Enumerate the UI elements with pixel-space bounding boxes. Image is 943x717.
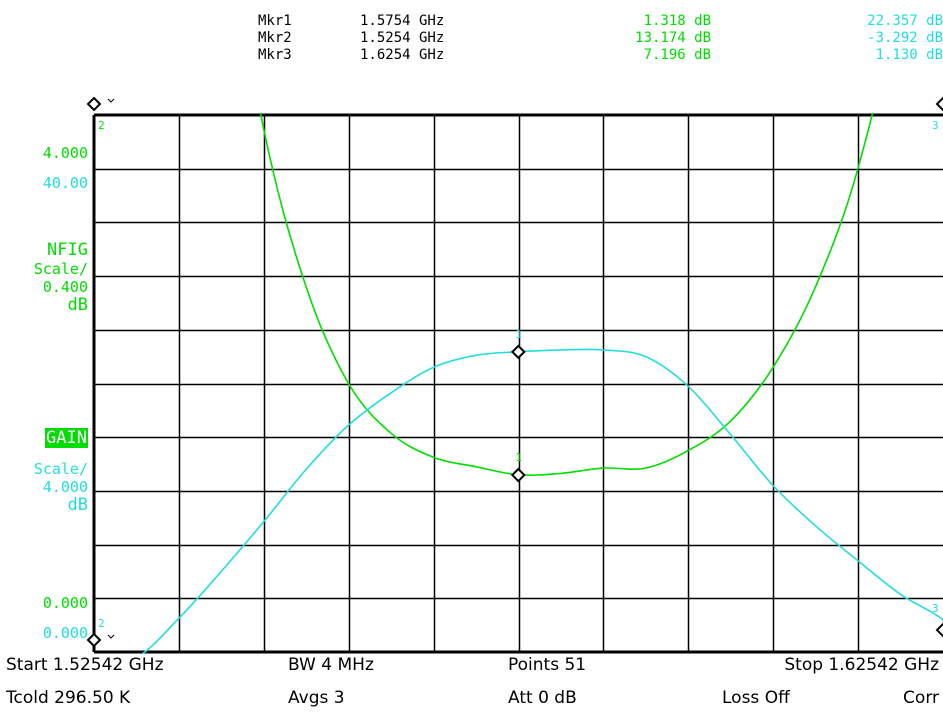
gain-scale-label: Scale/ [33,460,88,478]
attenuation: Att 0 dB [508,688,577,708]
bandwidth: BW 4 MHz [288,655,374,675]
nfig-scale-label: Scale/ [33,260,88,278]
gain-unit: dB [67,495,88,515]
gain-top-label: 40.00 [42,174,88,192]
marker-2-bottom-diamond [86,632,102,648]
marker-1-gain-diamond [510,344,526,360]
marker-3-bottom-diamond [935,622,943,638]
trace-gain [140,348,943,654]
marker-2-top-diamond [86,96,102,112]
marker3-gain: 1.130 dB [875,47,943,63]
marker2-gain: -3.292 dB [867,30,943,46]
chevron-down-icon [107,98,115,103]
nfig-bottom-label: 0.000 [42,594,88,612]
marker2-freq: 1.5254 GHz [360,30,445,46]
nfig-unit: dB [67,295,88,315]
marker-3-bottom-tag: 3 [932,602,939,615]
marker-1-nfig-tag: 1 [515,451,522,464]
gain-scale-value: 4.000 [42,478,88,496]
marker3-freq: 1.6254 GHz [360,47,445,63]
tcold: Tcold 296.50 K [6,688,131,708]
gain-title: GAIN [45,428,88,448]
marker1-gain: 22.357 dB [867,13,943,29]
marker-1-gain-tag: 1 [515,328,522,341]
marker3-nfig: 7.196 dB [643,47,711,63]
marker-2-top-tag: 2 [98,119,105,132]
gain-title-text: GAIN [45,428,88,448]
nfig-scale-value: 0.400 [42,278,88,296]
marker-2-bottom-tag: 2 [98,617,105,630]
marker-1-nfig-diamond [510,467,526,483]
marker2-name: Mkr2 [258,30,292,46]
nfig-top-label: 4.000 [42,144,88,162]
nfig-title: NFIG [47,240,88,260]
correction-status: Corr [903,688,939,708]
trace-nfig [259,113,874,477]
points: Points 51 [508,655,587,675]
stop-frequency: Stop 1.62542 GHz [784,655,939,675]
start-frequency: Start 1.52542 GHz [6,655,164,675]
marker-3-top-tag: 3 [932,119,939,132]
chevron-down-icon [107,634,115,639]
marker1-name: Mkr1 [258,13,292,29]
marker3-name: Mkr3 [258,47,292,63]
marker-3-top-diamond [935,96,943,112]
gain-bottom-label: 0.000 [42,624,88,642]
averages: Avgs 3 [288,688,345,708]
marker1-freq: 1.5754 GHz [360,13,445,29]
marker2-nfig: 13.174 dB [635,30,711,46]
loss-status: Loss Off [722,688,790,708]
marker1-nfig: 1.318 dB [643,13,711,29]
